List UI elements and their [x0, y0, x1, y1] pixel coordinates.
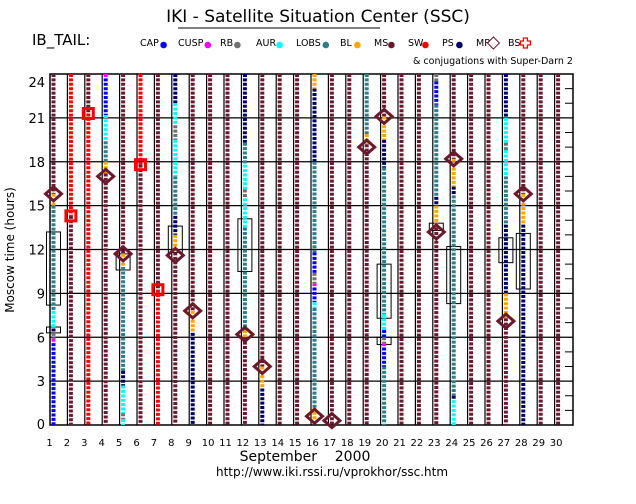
x-tick-label: 26 [480, 438, 493, 449]
x-tick-label: 16 [306, 438, 319, 449]
y-tick-label: 18 [28, 156, 45, 171]
x-tick-label: 11 [219, 438, 232, 449]
bow-shock-crossing-marker [134, 158, 147, 172]
source-url: http://www.iki.rssi.ru/vprokhor/ssc.htm [216, 465, 448, 479]
x-tick-label: 21 [393, 438, 406, 449]
x-tick-label: 22 [411, 438, 424, 449]
x-tick-label: 15 [289, 438, 302, 449]
magnetopause-crossing-marker [165, 246, 186, 265]
x-tick-label: 10 [202, 438, 215, 449]
x-tick-label: 28 [515, 438, 528, 449]
x-axis-label: September 2000 [240, 449, 371, 465]
magnetopause-crossing-marker [426, 222, 447, 241]
x-tick-label: 5 [116, 438, 122, 449]
legend-marker-lobs [322, 41, 330, 49]
legend-label-lobs: LOBS [296, 38, 321, 49]
x-tick-label: 20 [376, 438, 389, 449]
legend-marker-bs [519, 37, 532, 49]
chart-title: IKI - Satellite Situation Center (SSC) [166, 7, 470, 27]
y-tick-label: 21 [28, 112, 45, 127]
legend-marker-bl [354, 41, 361, 49]
conjugation-box [498, 237, 514, 264]
x-tick-label: 17 [324, 438, 337, 449]
x-tick-label: 25 [463, 438, 476, 449]
x-tick-label: 18 [341, 438, 354, 449]
x-tick-label: 14 [271, 438, 284, 449]
legend-label-ps: PS [442, 38, 454, 49]
y-tick-label: 12 [28, 244, 45, 259]
legend-marker-sw [422, 41, 429, 49]
legend-label-cap: CAP [140, 38, 159, 49]
legend-label-sw: SW [408, 38, 424, 49]
legend: CAP CUSP RB AUR LOBS BL MS SW PS MP BS [140, 36, 532, 50]
x-tick-label: 4 [99, 438, 105, 449]
x-tick-label: 7 [151, 438, 157, 449]
x-tick-label: 29 [532, 438, 545, 449]
x-tick-label: 3 [81, 438, 87, 449]
legend-marker-rb [234, 41, 241, 49]
conjugation-note: & conjugations with Super-Darn 2 [413, 56, 573, 67]
legend-marker-cusp [204, 41, 212, 49]
legend-marker-ps [456, 41, 463, 49]
magnetopause-crossing-marker [43, 184, 64, 203]
legend-label-bl: BL [340, 38, 353, 49]
legend-marker-ms [388, 41, 395, 49]
x-tick-label: 27 [498, 438, 511, 449]
x-tick-label: 1 [46, 438, 52, 449]
magnetopause-crossing-marker [356, 138, 377, 157]
x-tick-label: 6 [133, 438, 139, 449]
legend-label-mp: MP [476, 38, 490, 49]
legend-label-ms: MS [374, 38, 388, 49]
legend-label-cusp: CUSP [178, 38, 204, 49]
x-tick-label: 23 [428, 438, 441, 449]
legend-marker-aur [276, 41, 283, 49]
magnetopause-crossing-marker [513, 184, 534, 203]
legend-label-aur: AUR [256, 38, 276, 49]
x-tick-label: 19 [358, 438, 371, 449]
legend-label-rb: RB [220, 38, 233, 49]
magnetopause-crossing-marker [321, 411, 343, 430]
magnetopause-crossing-marker [252, 357, 273, 376]
magnetopause-crossing-marker [443, 149, 464, 168]
x-tick-label: 12 [237, 438, 250, 449]
satellite-label: IB_TAIL: [32, 31, 90, 50]
conjugation-box [376, 263, 392, 319]
x-tick-label: 24 [445, 438, 458, 449]
y-tick-label: 6 [37, 331, 45, 346]
y-tick-label: 0 [37, 418, 45, 433]
y-tick-label: 3 [37, 375, 45, 390]
x-tick-label: 8 [168, 438, 174, 449]
x-tick-label: 13 [254, 438, 267, 449]
bow-shock-crossing-marker [151, 283, 165, 297]
bow-shock-crossing-marker [81, 106, 95, 120]
magnetopause-crossing-marker [112, 244, 134, 263]
x-tick-label: 2 [64, 438, 70, 449]
magnetopause-crossing-marker [304, 407, 325, 426]
magnetopause-crossing-marker [95, 167, 116, 186]
magnetopause-crossing-marker [234, 325, 256, 344]
magnetopause-crossing-marker [495, 312, 517, 331]
x-tick-label: 30 [550, 438, 563, 449]
legend-marker-mp [486, 36, 501, 50]
magnetopause-crossing-marker [373, 107, 395, 126]
y-tick-label: 9 [37, 287, 45, 302]
x-tick-label: 9 [186, 438, 192, 449]
y-tick-label: 15 [28, 200, 45, 215]
legend-marker-cap [160, 41, 167, 49]
legend-label-bs: BS [508, 38, 520, 49]
y-tick-label: 24 [28, 76, 45, 91]
y-axis-label: Moscow time (hours) [3, 187, 17, 313]
bow-shock-crossing-marker [64, 209, 78, 223]
magnetopause-crossing-marker [182, 301, 203, 320]
